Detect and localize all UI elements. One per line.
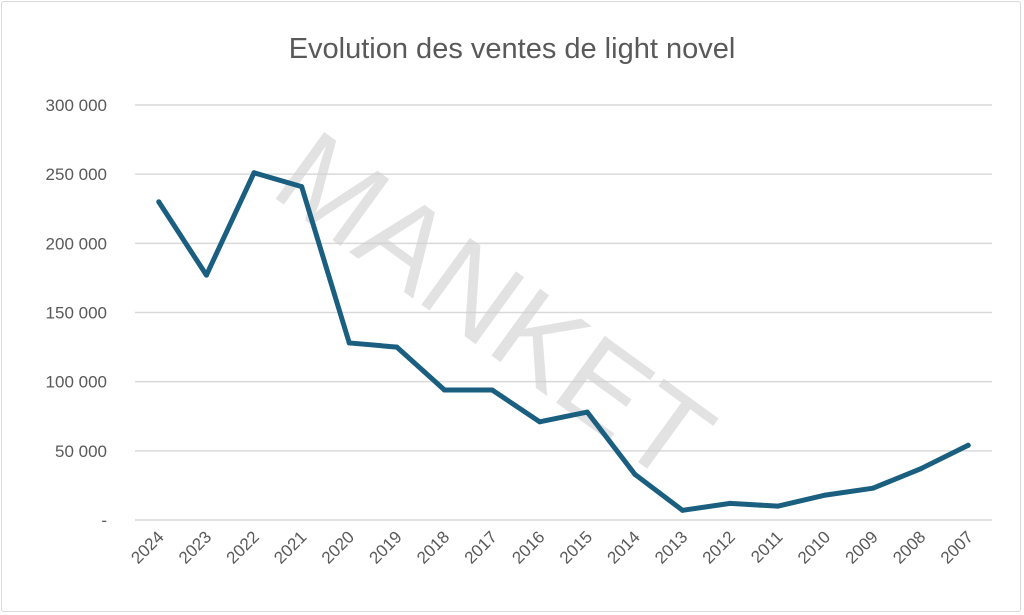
- x-tick-label: 2009: [842, 527, 882, 567]
- y-tick-label: 250 000: [46, 165, 107, 184]
- x-tick-label: 2015: [556, 527, 596, 567]
- data-point: [965, 442, 971, 448]
- data-point: [489, 387, 495, 393]
- y-tick-label: 200 000: [46, 234, 107, 253]
- data-point: [441, 387, 447, 393]
- data-point: [918, 466, 924, 472]
- x-tick-label: 2008: [889, 527, 929, 567]
- data-point: [775, 503, 781, 509]
- x-tick-label: 2023: [175, 527, 215, 567]
- y-tick-label: 50 000: [55, 442, 107, 461]
- y-tick-label: -: [101, 511, 107, 530]
- x-tick-label: 2018: [413, 527, 453, 567]
- data-point: [203, 272, 209, 278]
- data-point: [584, 409, 590, 415]
- data-point: [822, 492, 828, 498]
- data-point: [727, 500, 733, 506]
- x-tick-label: 2012: [699, 527, 739, 567]
- data-point: [299, 184, 305, 190]
- data-point: [394, 344, 400, 350]
- data-point: [156, 199, 162, 205]
- data-point: [537, 419, 543, 425]
- data-point: [680, 507, 686, 513]
- x-tick-label: 2024: [127, 527, 167, 567]
- x-tick-label: 2011: [747, 527, 786, 566]
- y-tick-label: 300 000: [46, 96, 107, 115]
- x-tick-label: 2022: [223, 527, 263, 567]
- x-tick-label: 2017: [461, 527, 501, 567]
- data-point: [346, 340, 352, 346]
- x-tick-label: 2016: [508, 527, 548, 567]
- x-tick-label: 2010: [794, 527, 834, 567]
- y-tick-label: 150 000: [46, 304, 107, 323]
- x-tick-label: 2014: [604, 527, 644, 567]
- x-tick-label: 2007: [937, 527, 977, 567]
- series-line: [156, 170, 971, 513]
- x-tick-label: 2019: [366, 527, 406, 567]
- chart-title: Evolution des ventes de light novel: [289, 33, 736, 65]
- x-tick-label: 2013: [651, 527, 691, 567]
- x-tick-label: 2021: [270, 527, 310, 567]
- data-point: [632, 471, 638, 477]
- data-point: [251, 170, 257, 176]
- data-point: [870, 485, 876, 491]
- x-tick-label: 2020: [318, 527, 358, 567]
- y-tick-label: 100 000: [46, 373, 107, 392]
- watermark: MANKET: [252, 106, 735, 508]
